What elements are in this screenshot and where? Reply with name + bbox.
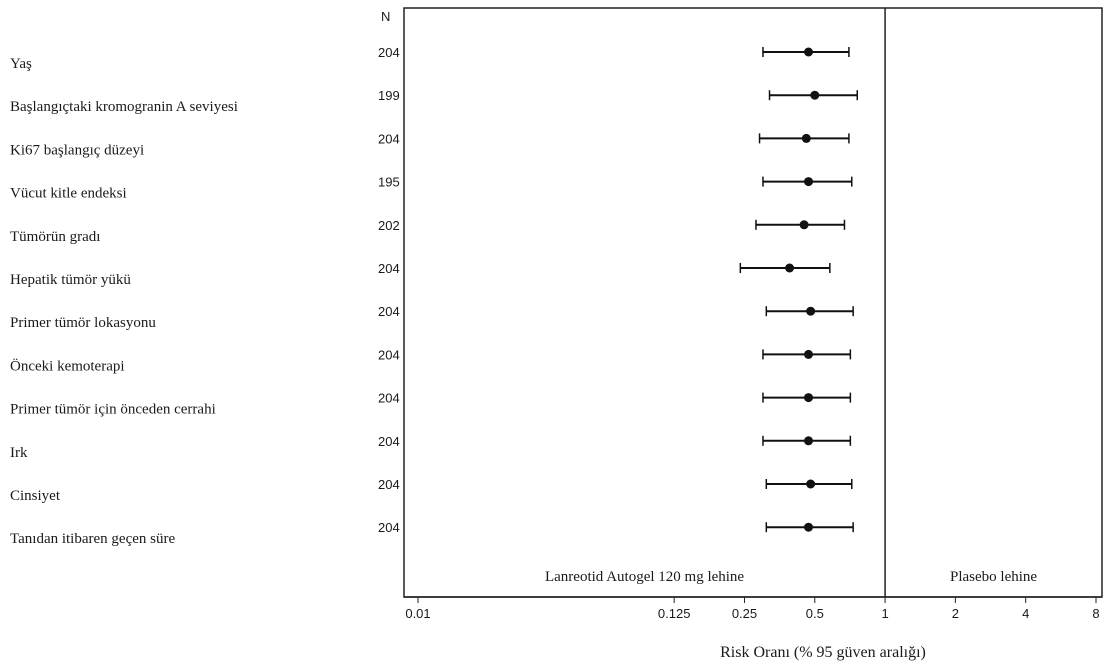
- row-label: Primer tümör için önceden cerrahi: [10, 402, 216, 418]
- row-label: Hepatik tümör yükü: [10, 272, 131, 288]
- row-n-value: 204: [378, 45, 400, 60]
- point-estimate: [810, 90, 820, 100]
- x-tick-label: 1: [881, 606, 888, 621]
- forest-row: Irk 204: [10, 434, 852, 461]
- point-estimate: [785, 263, 795, 273]
- row-n-value: 204: [378, 304, 400, 319]
- row-label: Cinsiyet: [10, 488, 61, 504]
- point-estimate: [799, 220, 809, 230]
- forest-row: Hepatik tümör yükü 204: [10, 261, 831, 288]
- rows-layer: Yaş 204 Başlangıçtaki kromogranin A seviye…: [10, 45, 859, 547]
- forest-row: Tümörün gradı 202: [10, 218, 846, 245]
- row-label: Tümörün gradı: [10, 229, 100, 245]
- forest-row: Vücut kitle endeksi 195: [10, 175, 853, 202]
- plot-frame: [403, 7, 1103, 598]
- x-tick-label: 4: [1022, 606, 1029, 621]
- x-tick-label: 8: [1092, 606, 1099, 621]
- right-region-label: Plasebo lehine: [950, 569, 1037, 585]
- row-label: Başlangıçtaki kromogranin A seviyesi: [10, 99, 238, 115]
- row-n-value: 204: [378, 434, 400, 449]
- forest-row: Tanıdan itibaren geçen süre 204: [10, 520, 854, 547]
- x-tick-label: 0.25: [732, 606, 757, 621]
- point-estimate: [806, 479, 816, 489]
- row-n-value: 204: [378, 477, 400, 492]
- row-label: Vücut kitle endeksi: [10, 186, 127, 202]
- row-label: Yaş: [10, 56, 32, 72]
- x-tick-label: 2: [952, 606, 959, 621]
- row-label: Önceki kemoterapi: [10, 357, 125, 374]
- x-axis: 0.01 0.125 0.25 0.5 1 2 4 8: [404, 596, 1102, 621]
- forest-row: Önceki kemoterapi 204: [10, 347, 852, 374]
- row-n-value: 204: [378, 131, 400, 146]
- point-estimate: [804, 349, 814, 359]
- row-n-value: 204: [378, 520, 400, 535]
- n-column-header: N: [381, 9, 390, 24]
- x-tick-label: 0.125: [658, 606, 691, 621]
- row-n-value: 199: [378, 88, 400, 103]
- row-n-value: 204: [378, 261, 400, 276]
- left-region-label: Lanreotid Autogel 120 mg lehine: [545, 569, 744, 585]
- row-n-value: 202: [378, 218, 400, 233]
- x-axis-title: Risk Oranı (% 95 güven aralığı): [720, 644, 926, 661]
- point-estimate: [806, 306, 816, 316]
- point-estimate: [804, 436, 814, 446]
- row-label: Ki67 başlangıç düzeyi: [10, 142, 144, 158]
- row-n-value: 204: [378, 391, 400, 406]
- x-tick-label: 0.01: [405, 606, 430, 621]
- forest-row: Ki67 başlangıç düzeyi 204: [10, 131, 850, 158]
- point-estimate: [801, 133, 811, 143]
- forest-row: Yaş 204: [10, 45, 850, 72]
- row-label: Primer tümör lokasyonu: [10, 315, 156, 331]
- forest-row: Primer tümör lokasyonu 204: [10, 304, 854, 331]
- point-estimate: [804, 177, 814, 187]
- x-tick-label: 0.5: [806, 606, 824, 621]
- forest-row: Başlangıçtaki kromogranin A seviyesi 199: [10, 88, 859, 115]
- point-estimate: [804, 393, 814, 403]
- row-label: Irk: [10, 445, 28, 461]
- point-estimate: [804, 47, 814, 57]
- forest-row: Primer tümör için önceden cerrahi 204: [10, 391, 852, 418]
- forest-row: Cinsiyet 204: [10, 477, 853, 504]
- row-n-value: 204: [378, 347, 400, 362]
- point-estimate: [804, 522, 814, 532]
- row-label: Tanıdan itibaren geçen süre: [10, 531, 175, 547]
- row-n-value: 195: [378, 175, 400, 190]
